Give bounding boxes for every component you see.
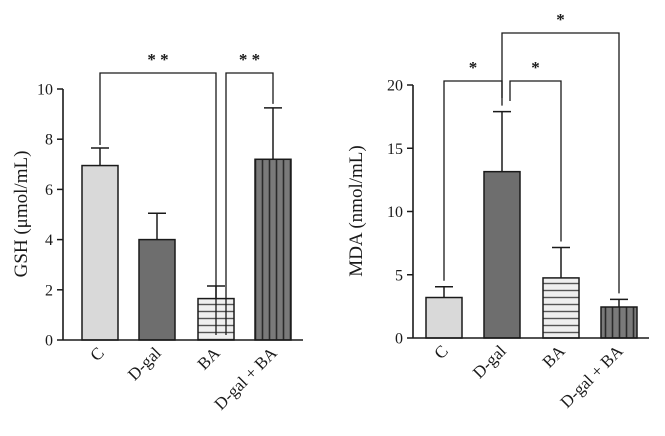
gsh-chart: GSH (μmol/mL) 0 2 4 6 8 10 * * * * C D-gal BAD-g… <box>11 50 303 414</box>
bar-d-gal-ba <box>254 158 292 341</box>
significance-bracket <box>509 80 562 242</box>
significance-label: * <box>531 58 540 77</box>
category-labels: C D-gal BAD-gal + BA <box>86 343 281 414</box>
y-tick-label: 0 <box>395 331 403 348</box>
bar-c <box>425 296 463 339</box>
y-axis-title: GSH (μmol/mL) <box>11 151 32 278</box>
category-label: D-gal + BA <box>211 343 282 414</box>
y-tick-label: 10 <box>387 204 403 221</box>
y-tick-label: 2 <box>45 282 53 299</box>
y-tick-label: 20 <box>387 78 403 95</box>
bar-c <box>81 164 119 341</box>
bar-ba <box>542 277 580 339</box>
y-tick-label: 5 <box>395 267 403 284</box>
y-tick-label: 4 <box>45 232 53 249</box>
bar-d-gal-ba <box>600 306 638 339</box>
y-ticks: 0 5 10 15 20 <box>387 78 413 348</box>
significance-bracket <box>225 72 274 335</box>
significance-bracket <box>501 32 620 294</box>
y-tick-label: 8 <box>45 132 53 149</box>
y-tick-label: 0 <box>45 333 53 350</box>
category-label: D-gal <box>124 343 165 384</box>
significance-bracket <box>99 72 217 335</box>
y-ticks: 0 2 4 6 8 10 <box>37 82 63 350</box>
category-label: C <box>430 341 451 362</box>
bar-d-gal <box>483 170 521 339</box>
y-axis-title: MDA (nmol/mL) <box>346 145 367 276</box>
bars <box>81 107 292 341</box>
category-label: BA <box>194 343 225 374</box>
significance-label: * * <box>239 50 260 69</box>
category-label: D-gal <box>469 341 510 382</box>
y-tick-label: 6 <box>45 182 53 199</box>
y-tick-label: 10 <box>37 82 53 99</box>
significance-label: * * <box>147 50 168 69</box>
bars <box>425 110 638 339</box>
significance-label: * <box>469 58 478 77</box>
significance-label: * <box>556 10 565 29</box>
significance-brackets: * * * <box>443 10 620 294</box>
mda-chart: MDA (nmol/mL) 0 5 10 15 20 * * * C D-gal BAD-gal… <box>346 10 649 412</box>
category-label: C <box>86 343 107 364</box>
y-tick-label: 15 <box>387 141 403 158</box>
significance-brackets: * * * * <box>99 50 274 335</box>
category-label: BA <box>539 341 570 372</box>
category-label: D-gal + BA <box>557 341 628 412</box>
bar-d-gal <box>138 238 176 341</box>
category-labels: C D-gal BAD-gal + BA <box>430 341 627 412</box>
